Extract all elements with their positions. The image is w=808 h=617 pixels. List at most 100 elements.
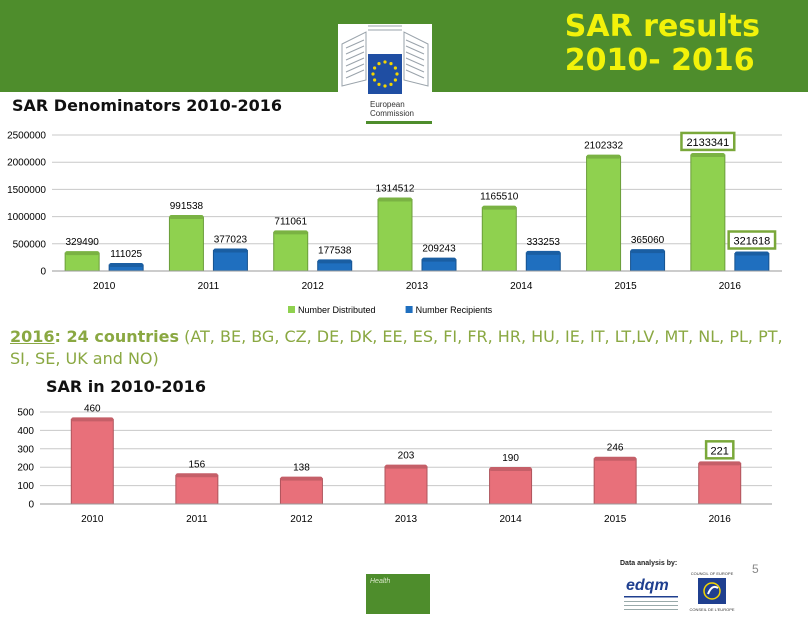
chart1-data-label: 209243 [422,244,456,255]
logo-line2: Commission [370,109,415,118]
chart1-data-label: 2133341 [686,137,729,149]
chart2-bar-top [71,417,114,422]
chart2-bar [279,478,323,505]
chart1-data-label: 365060 [631,235,665,246]
chart2-data-label: 246 [607,443,624,454]
slide-title-line2: 2010- 2016 [564,43,755,78]
european-commission-logo: European Commission [338,24,432,124]
health-box: Health [366,574,430,614]
chart2-data-label: 221 [711,445,729,457]
council-of-europe-logo: COUNCIL OF EUROPE CONSEIL DE L'EUROPE [689,571,734,612]
chart1-data-label: 1314512 [376,183,415,194]
countries-count: : 24 countries [54,327,179,346]
chart1-bar-top [65,251,100,256]
chart1-bar [481,207,517,272]
chart2-y-tick: 300 [17,444,34,455]
chart1-data-label: 111025 [110,249,142,260]
eu-star-icon [393,78,397,82]
countries-list: (AT, BE, BG, CZ, DE, DK, EE, ES, FI, FR,… [10,327,783,368]
chart2-y-tick: 400 [17,426,34,437]
chart1-bar [64,252,100,272]
chart1-bar-top [317,259,352,264]
chart1-bar-top [734,251,769,256]
eu-star-icon [383,60,387,64]
chart1-y-tick: 2000000 [7,158,46,169]
chart1-highlight-box [680,131,736,152]
chart1-bar [168,216,204,272]
chart1-bar [586,156,622,272]
chart2-data-label: 138 [293,463,310,474]
chart2-x-tick: 2015 [604,514,627,525]
chart2-highlight-box [704,440,735,460]
chart2-data-label: 460 [84,403,101,414]
eu-star-icon [383,84,387,88]
logo-line1: European [370,100,405,109]
chart1-y-tick: 1000000 [7,212,46,223]
chart2-bar-top [280,476,323,481]
eu-star-icon [373,78,377,82]
chart2-bar-top [594,456,637,461]
eu-star-icon [373,66,377,70]
chart1-y-tick: 0 [40,267,46,278]
chart1-bar-top [422,257,456,262]
eu-star-icon [395,72,399,76]
chart1-bar [525,252,561,272]
chart2-data-label: 156 [189,459,206,470]
chart2-bar-top [385,464,427,469]
countries-year: 2016 [10,327,55,346]
chart1-bar-top [273,230,308,235]
chart1-data-label: 377023 [214,234,248,245]
coe-logo-top: COUNCIL OF EUROPE [691,571,734,576]
chart1-data-label: 177538 [318,245,352,256]
chart1-bar [377,198,413,272]
eu-star-icon [371,72,375,76]
chart2-bar-top [175,473,218,478]
chart2-y-tick: 200 [17,463,34,474]
chart1-bar-top [378,197,412,202]
eu-star-icon [377,62,381,66]
chart1-bar [690,154,726,272]
chart1-bar-top [169,215,204,220]
eu-star-icon [389,82,393,86]
eu-star-icon [389,62,393,66]
chart1-bar [734,253,770,272]
slide-title: SAR results 2010- 2016 [565,10,760,78]
eu-star-icon [393,66,397,70]
chart1-y-tick: 500000 [13,239,47,250]
commission-building-icon [341,25,429,94]
chart1-data-label: 2102332 [584,141,623,152]
denominators-chart: 0 500000 1000000 1500000 2000000 2500000 2010 2… [7,131,782,315]
chart1-y-tick: 1500000 [7,185,46,196]
chart1-x-tick: 2011 [198,281,220,292]
data-analysis-label: Data analysis by: [620,560,678,567]
chart2-bar [489,468,533,505]
chart1-bar-top [109,262,144,267]
chart1-title: SAR Denominators 2010-2016 [12,96,282,115]
page-number: 5 [752,562,759,576]
chart2-bar [384,466,428,505]
chart1-data-label: 1165510 [480,192,519,203]
chart1-x-tick: 2015 [614,281,637,292]
chart2-data-label: 190 [502,453,519,464]
chart1-data-label: 711061 [274,216,307,227]
commission-wordmark: European Commission [370,100,430,118]
chart1-legend-swatch [288,306,295,313]
chart1-bar [212,249,248,272]
health-label: Health [370,578,391,585]
chart1-data-label: 991538 [170,201,204,212]
chart1-x-tick: 2016 [719,281,742,292]
chart2-x-tick: 2016 [709,514,732,525]
chart2-data-label: 203 [398,451,415,462]
chart1-data-label: 329490 [65,237,99,248]
slide-title-line1: SAR results [564,9,760,44]
chart1-bar-top [630,249,665,254]
chart1-bar-top [690,152,725,157]
chart2-title: SAR in 2010-2016 [46,377,206,396]
chart1-x-tick: 2010 [93,281,116,292]
chart1-x-tick: 2012 [302,281,325,292]
chart1-data-label: 333253 [527,237,561,248]
chart1-bar [273,231,309,272]
chart1-highlight-box [727,230,777,250]
eu-star-icon [377,82,381,86]
chart2-bar-top [489,467,532,472]
